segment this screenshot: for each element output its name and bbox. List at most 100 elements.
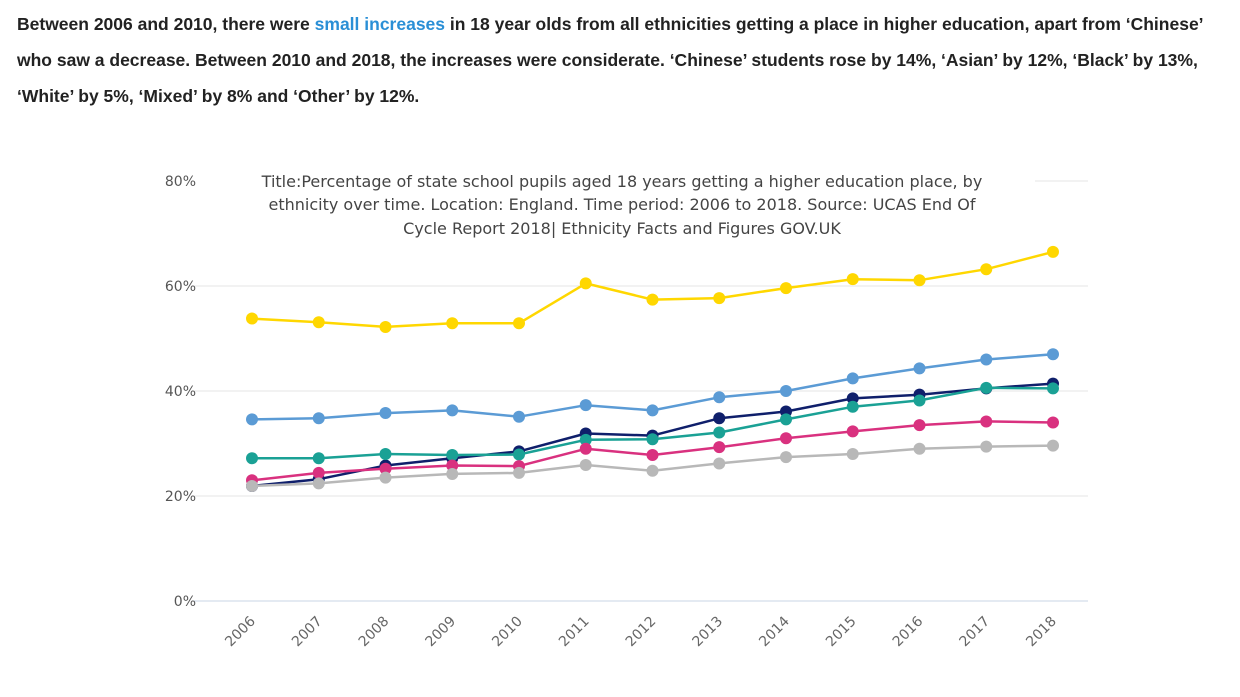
data-point-black[interactable] xyxy=(846,392,859,405)
chart-title-line: Title:Percentage of state school pupils … xyxy=(261,172,983,191)
data-point-white[interactable] xyxy=(980,440,993,453)
data-point-asian[interactable] xyxy=(379,407,392,420)
data-point-chinese[interactable] xyxy=(913,274,926,287)
data-point-other[interactable] xyxy=(579,433,592,446)
data-point-asian[interactable] xyxy=(980,353,993,366)
data-point-chinese[interactable] xyxy=(713,292,726,305)
y-tick-label: 80% xyxy=(165,174,196,190)
data-point-mixed[interactable] xyxy=(846,425,859,438)
series-asian xyxy=(246,348,1059,426)
chart-title-line: Cycle Report 2018| Ethnicity Facts and F… xyxy=(403,219,841,238)
x-tick-label: 2008 xyxy=(356,614,393,651)
data-point-chinese[interactable] xyxy=(980,263,993,276)
y-axis-ticks: 0% 20% 40% 60% 80% xyxy=(165,174,196,610)
data-point-asian[interactable] xyxy=(713,391,726,404)
data-point-other[interactable] xyxy=(980,381,993,394)
series-line-chinese xyxy=(250,250,1055,329)
data-point-other[interactable] xyxy=(646,433,659,446)
data-point-mixed[interactable] xyxy=(446,459,459,472)
data-point-chinese[interactable] xyxy=(780,282,792,295)
data-point-mixed[interactable] xyxy=(713,441,726,454)
x-tick-label: 2015 xyxy=(823,614,860,651)
x-tick-label: 2006 xyxy=(222,613,259,650)
data-point-mixed[interactable] xyxy=(780,432,792,445)
data-point-white[interactable] xyxy=(780,451,792,464)
x-axis-ticks: 2006 2007 2008 2009 2010 2011 2012 2013 2014 2015… xyxy=(222,613,1060,650)
y-tick-label: 20% xyxy=(165,489,196,505)
y-tick-label: 40% xyxy=(165,384,196,400)
data-point-chinese[interactable] xyxy=(846,273,859,286)
series-other xyxy=(246,381,1059,465)
data-point-other[interactable] xyxy=(780,413,792,426)
data-point-chinese[interactable] xyxy=(513,317,525,330)
x-tick-label: 2011 xyxy=(556,614,593,651)
chart-series xyxy=(246,245,1059,493)
series-chinese xyxy=(246,245,1059,333)
small-increases-link[interactable]: small increases xyxy=(314,14,446,34)
data-point-asian[interactable] xyxy=(246,413,258,426)
data-point-white[interactable] xyxy=(579,459,592,472)
chart-gridlines xyxy=(192,180,1088,602)
data-point-chinese[interactable] xyxy=(579,277,592,290)
data-point-white[interactable] xyxy=(846,448,859,460)
data-point-asian[interactable] xyxy=(646,404,659,417)
data-point-other[interactable] xyxy=(246,452,258,465)
data-point-white[interactable] xyxy=(312,477,325,490)
data-point-asian[interactable] xyxy=(446,404,459,417)
data-point-mixed[interactable] xyxy=(379,462,392,475)
data-point-other[interactable] xyxy=(846,400,859,413)
x-tick-label: 2009 xyxy=(423,614,460,651)
x-tick-label: 2014 xyxy=(756,613,793,650)
data-point-mixed[interactable] xyxy=(913,419,926,432)
data-point-mixed[interactable] xyxy=(1047,416,1059,429)
data-point-white[interactable] xyxy=(513,466,525,479)
series-white xyxy=(246,439,1059,493)
data-point-white[interactable] xyxy=(246,480,258,493)
data-point-chinese[interactable] xyxy=(446,317,459,330)
x-tick-label: 2013 xyxy=(690,614,727,651)
data-point-chinese[interactable] xyxy=(646,293,659,306)
data-point-other[interactable] xyxy=(713,426,726,439)
data-point-asian[interactable] xyxy=(1047,348,1059,361)
x-tick-label: 2018 xyxy=(1023,614,1060,651)
data-point-white[interactable] xyxy=(713,457,726,470)
data-point-chinese[interactable] xyxy=(1047,245,1059,258)
data-point-asian[interactable] xyxy=(913,362,926,375)
data-point-asian[interactable] xyxy=(312,412,325,425)
x-tick-label: 2017 xyxy=(957,614,994,651)
chart-title: Title:Percentage of state school pupils … xyxy=(261,172,983,238)
data-point-asian[interactable] xyxy=(579,399,592,412)
y-tick-label: 60% xyxy=(165,279,196,295)
data-point-black[interactable] xyxy=(713,412,726,425)
data-point-other[interactable] xyxy=(446,449,459,462)
intro-text-start: Between 2006 and 2010, there were xyxy=(17,14,315,34)
chart-title-line: ethnicity over time. Location: England. … xyxy=(268,195,975,214)
data-point-chinese[interactable] xyxy=(312,316,325,329)
data-point-white[interactable] xyxy=(913,442,926,455)
data-point-other[interactable] xyxy=(1047,382,1059,395)
data-point-other[interactable] xyxy=(379,448,392,460)
data-point-white[interactable] xyxy=(1047,439,1059,452)
data-point-asian[interactable] xyxy=(780,385,792,397)
data-point-mixed[interactable] xyxy=(579,442,592,455)
data-point-asian[interactable] xyxy=(846,372,859,385)
x-tick-label: 2010 xyxy=(489,614,526,651)
data-point-white[interactable] xyxy=(646,464,659,477)
data-point-mixed[interactable] xyxy=(980,415,993,428)
data-point-chinese[interactable] xyxy=(379,320,392,333)
data-point-mixed[interactable] xyxy=(646,449,659,462)
intro-text-rest: in 18 year olds from all ethnicities get… xyxy=(17,14,1203,106)
data-point-white[interactable] xyxy=(446,467,459,480)
data-point-mixed[interactable] xyxy=(312,466,325,479)
series-mixed xyxy=(246,415,1059,487)
data-point-other[interactable] xyxy=(913,394,926,407)
x-tick-label: 2012 xyxy=(623,614,660,651)
data-point-asian[interactable] xyxy=(513,410,525,423)
data-point-other[interactable] xyxy=(312,452,325,465)
data-point-white[interactable] xyxy=(379,471,392,484)
data-point-other[interactable] xyxy=(513,448,525,461)
data-point-chinese[interactable] xyxy=(246,312,258,325)
y-tick-label: 0% xyxy=(174,594,196,610)
x-tick-label: 2016 xyxy=(890,613,927,650)
